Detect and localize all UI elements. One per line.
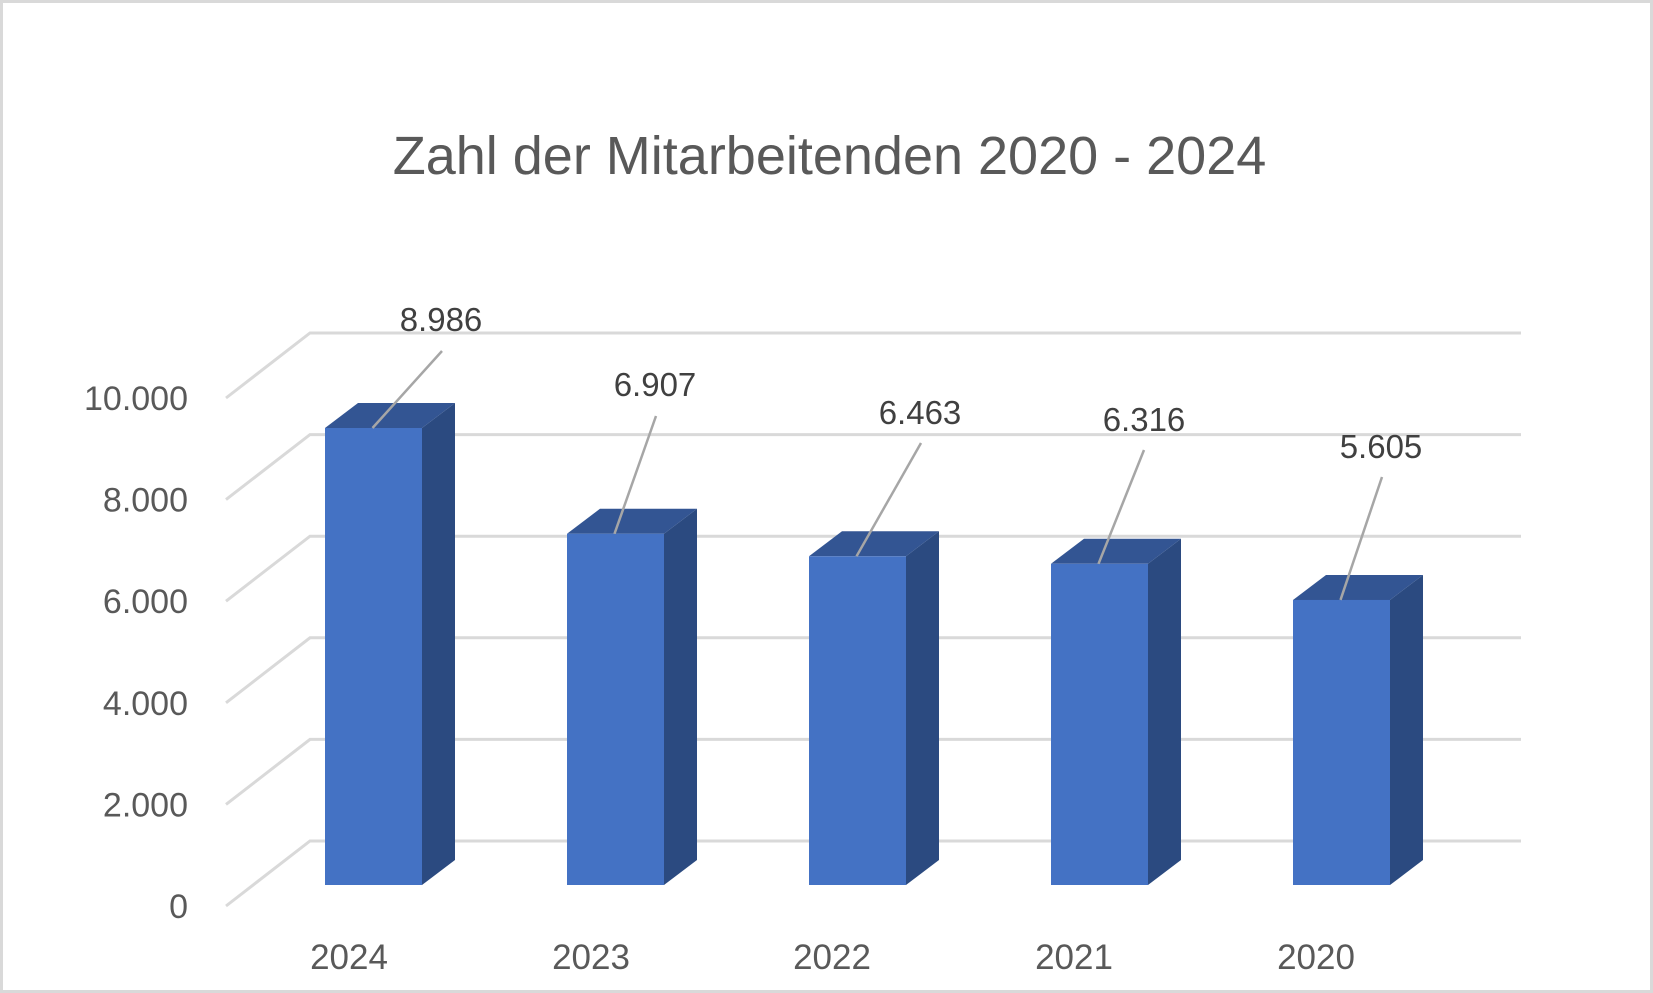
y-tick-label: 8.000 (103, 482, 188, 520)
leader-line (1339, 476, 1384, 601)
data-labels: 8.986 6.907 6.463 6.316 5.605 (371, 301, 1423, 601)
y-tick-label: 0 (169, 888, 188, 926)
y-tick-label: 2.000 (103, 786, 188, 824)
bar-2023 (567, 508, 697, 885)
data-label: 8.986 (400, 301, 483, 338)
bar-side-face (906, 531, 939, 885)
gridlines (225, 331, 1521, 908)
bar-top-face (1293, 574, 1423, 600)
plot-area: 0 2.000 4.000 6.000 8.000 10.000 8.986 6.907 6.… (84, 301, 1521, 977)
bar-front-face (1051, 563, 1148, 885)
bar-2022 (809, 531, 939, 885)
bar-front-face (809, 556, 906, 885)
data-label: 6.316 (1103, 401, 1186, 438)
x-tick-label: 2024 (310, 938, 388, 977)
x-tick-label: 2023 (552, 938, 630, 977)
bar-top-face (809, 531, 939, 557)
gridline (225, 331, 1521, 400)
data-label: 6.907 (614, 366, 697, 403)
data-label: 5.605 (1340, 428, 1423, 465)
chart-title: Zahl der Mitarbeitenden 2020 - 2024 (392, 126, 1267, 186)
y-tick-label: 10.000 (84, 380, 188, 418)
gridline (225, 433, 1521, 501)
bars (325, 403, 1423, 885)
bar-top-face (567, 508, 697, 534)
bar-top-face (325, 403, 455, 428)
x-tick-label: 2022 (793, 938, 871, 977)
x-tick-label: 2020 (1277, 938, 1355, 977)
bar-2020 (1293, 574, 1423, 885)
x-axis-labels: 2024 2023 2022 2021 2020 (310, 938, 1355, 977)
bar-front-face (325, 428, 422, 885)
bar-side-face (422, 403, 455, 885)
gridline (225, 534, 1521, 603)
leader-line (1097, 449, 1146, 565)
bar-side-face (664, 508, 697, 885)
bar-front-face (567, 533, 664, 885)
leader-line (371, 350, 443, 429)
y-tick-label: 6.000 (103, 583, 188, 621)
leader-line (855, 442, 923, 557)
bar-front-face (1293, 599, 1390, 885)
bar-side-face (1148, 538, 1181, 885)
bar-2024 (325, 403, 455, 885)
y-tick-label: 4.000 (103, 685, 188, 723)
bar-side-face (1390, 574, 1423, 885)
bar-top-face (1051, 538, 1181, 564)
x-tick-label: 2021 (1035, 938, 1113, 977)
bar-2021 (1051, 538, 1181, 885)
y-axis-labels: 0 2.000 4.000 6.000 8.000 10.000 (84, 380, 188, 926)
leader-line (613, 415, 658, 535)
data-label: 6.463 (879, 394, 962, 431)
